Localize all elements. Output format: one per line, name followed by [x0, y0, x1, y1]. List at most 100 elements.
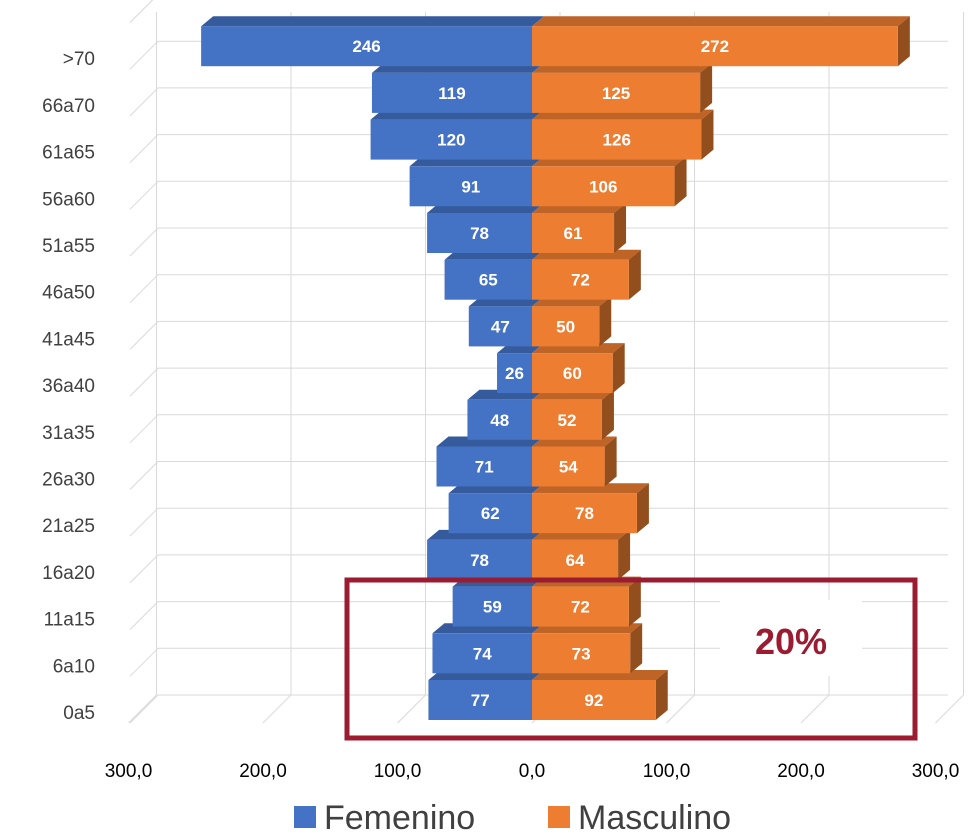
- gridline-side: [129, 0, 154, 23]
- category-label: 41a45: [42, 329, 95, 350]
- annotation-label-background: [720, 600, 862, 676]
- category-label: 21a25: [42, 516, 95, 537]
- bar-side-face: [601, 389, 614, 440]
- data-label: 71: [475, 458, 494, 477]
- bar-side-face: [628, 576, 641, 627]
- gridline-side: [129, 601, 159, 630]
- bar-femenino-6a10: 74: [432, 623, 544, 674]
- data-label: 91: [461, 177, 480, 196]
- bar-masculino-0a5: 92: [532, 670, 668, 720]
- bar-side-face: [614, 203, 627, 253]
- gridline-side: [129, 414, 159, 444]
- bar-front-face: [427, 213, 532, 253]
- bar-femenino-70: 246: [201, 16, 544, 67]
- bar-front-face: [532, 633, 631, 674]
- bar-front-face: [371, 72, 532, 113]
- bar-masculino-26a30: 54: [532, 436, 617, 487]
- x-tick-label: 100,0: [643, 761, 691, 782]
- category-label: 36a40: [42, 376, 95, 397]
- data-label: 92: [584, 691, 603, 710]
- bar-side-face: [599, 296, 612, 347]
- x-tick-label: 300,0: [105, 761, 153, 782]
- gridline-side: [129, 134, 159, 163]
- bar-masculino-21a25: 78: [532, 483, 649, 534]
- bar-front-face: [452, 586, 532, 627]
- bar-front-face: [532, 26, 898, 67]
- bar-masculino-46a50: 72: [532, 249, 641, 300]
- data-label: 106: [589, 177, 617, 196]
- x-tick-label: 200,0: [777, 761, 825, 782]
- data-label: 54: [559, 458, 578, 477]
- bar-front-face: [432, 633, 532, 674]
- bar-front-face: [370, 119, 532, 160]
- bar-side-face: [604, 436, 617, 487]
- data-label: 74: [473, 644, 492, 663]
- gridline-side: [129, 367, 159, 397]
- bar-front-face: [532, 586, 629, 627]
- bar-masculino-16a20: 64: [532, 529, 631, 580]
- data-label: 78: [575, 504, 594, 523]
- bar-front-face: [427, 539, 532, 580]
- bar-front-face: [448, 493, 532, 534]
- annotation-box: [344, 577, 918, 741]
- data-label: 50: [556, 317, 575, 336]
- bar-front-face: [532, 72, 701, 113]
- bar-femenino-26a30: 71: [436, 436, 544, 487]
- bar-front-face: [428, 680, 532, 720]
- data-label: 119: [438, 84, 465, 103]
- data-label: 125: [602, 84, 630, 103]
- gridline-floor: [666, 694, 695, 724]
- bar-side-face: [700, 62, 713, 113]
- gridline-side: [129, 40, 159, 70]
- data-label: 272: [701, 37, 729, 56]
- gridline-side: [129, 87, 159, 117]
- bar-side-face: [655, 670, 668, 720]
- x-tick-label: 200,0: [239, 761, 287, 782]
- data-label: 73: [572, 644, 591, 663]
- data-label: 52: [558, 411, 577, 430]
- bar-side-face: [636, 483, 649, 534]
- bar-masculino-70: 272: [532, 16, 910, 67]
- x-tick-labels: 300,0 200,0 100,0 0,0 100,0 200,0 300,0: [105, 761, 960, 782]
- gridline-floor: [128, 694, 157, 724]
- category-label: 46a50: [42, 283, 95, 304]
- category-labels: 0a5 6a10 11a15 16a20 21a25 26a30 31a35 36a40 41a…: [42, 49, 95, 724]
- category-label: 31a35: [42, 423, 95, 444]
- legend-swatch-femenino: [294, 806, 316, 828]
- bar-front-face: [444, 259, 532, 300]
- bar-front-face: [532, 259, 629, 300]
- bar-front-face: [409, 166, 532, 207]
- category-label: 51a55: [42, 236, 95, 257]
- bar-front-face: [532, 680, 656, 720]
- bar-front-face: [201, 26, 532, 67]
- data-label: 47: [491, 317, 510, 336]
- x-tick-label: 100,0: [374, 761, 422, 782]
- bar-femenino-66a70: 119: [371, 62, 544, 113]
- data-label: 59: [483, 598, 502, 617]
- bar-side-face: [630, 623, 643, 674]
- gridline-side: [129, 321, 159, 350]
- bar-side-face: [897, 16, 910, 67]
- legend: Femenino Masculino: [294, 799, 731, 837]
- gridline-floor: [935, 694, 964, 724]
- data-label: 126: [603, 131, 631, 150]
- bar-masculino-6a10: 73: [532, 623, 643, 674]
- bar-side-face: [628, 249, 641, 300]
- gridline-side: [129, 554, 159, 584]
- bar-masculino-36a40: 60: [532, 343, 625, 394]
- data-label: 77: [471, 691, 490, 710]
- gridline-side: [129, 694, 159, 724]
- category-label: 26a30: [42, 470, 95, 491]
- bar-femenino-46a50: 65: [444, 249, 544, 300]
- bar-masculino-61a65: 126: [532, 109, 714, 160]
- bar-side-face: [612, 343, 625, 394]
- bar-femenino-16a20: 78: [427, 529, 544, 580]
- bar-femenino-51a55: 78: [427, 203, 544, 253]
- bar-front-face: [532, 213, 615, 253]
- bar-top-face: [532, 16, 910, 27]
- x-tick-label: 0,0: [519, 761, 545, 782]
- category-label: 6a10: [53, 656, 95, 677]
- data-label: 64: [566, 551, 585, 570]
- bar-femenino-56a60: 91: [409, 156, 544, 207]
- data-label: 48: [490, 411, 509, 430]
